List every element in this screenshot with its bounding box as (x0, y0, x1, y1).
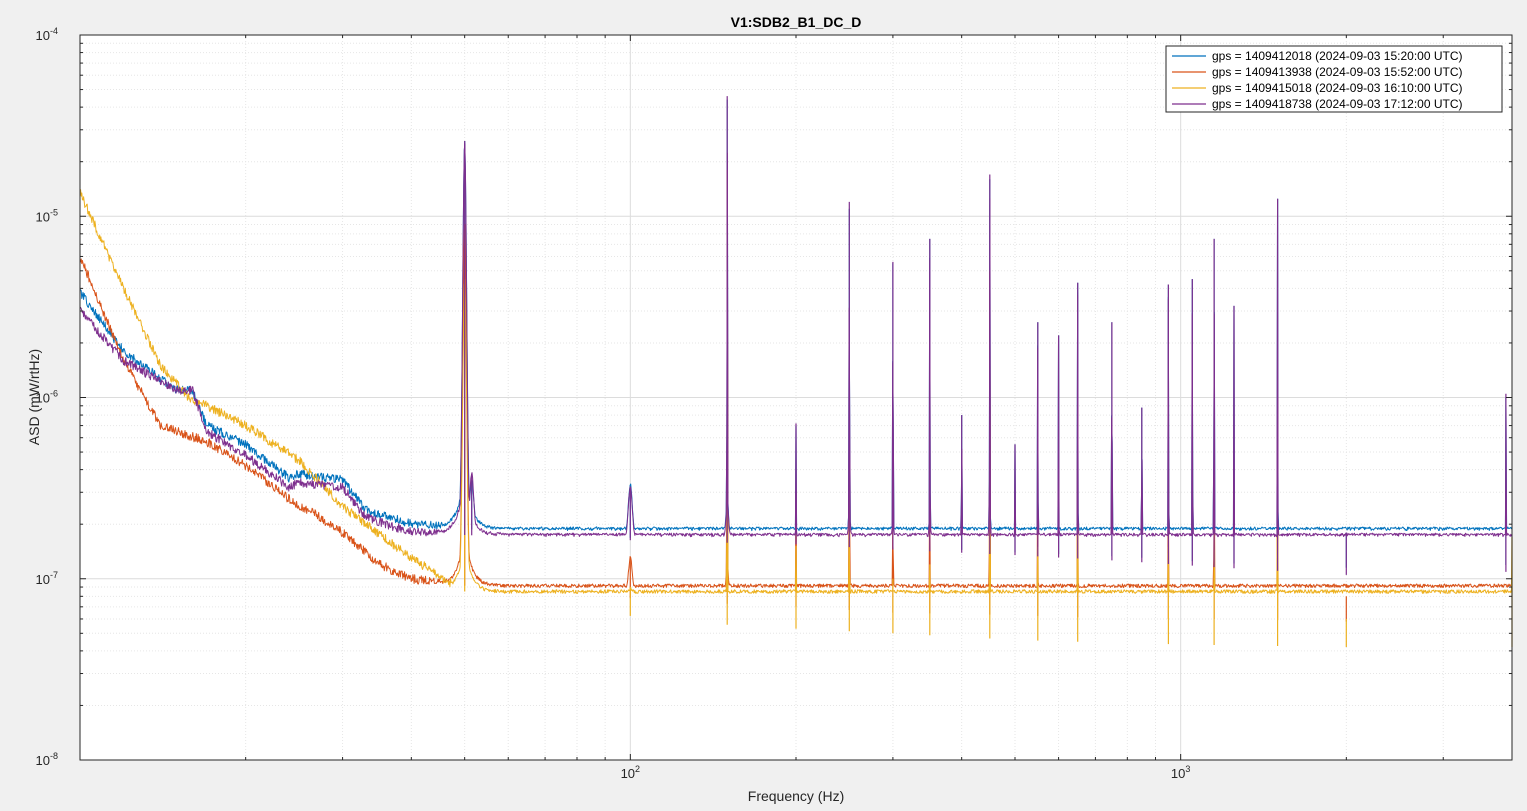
legend-entry-3: gps = 1409415018 (2024-09-03 16:10:00 UT… (1212, 81, 1463, 95)
legend-entry-1: gps = 1409412018 (2024-09-03 15:20:00 UT… (1212, 49, 1463, 63)
y-tick-exponent: -8 (50, 751, 58, 761)
y-tick-base: 10 (36, 753, 50, 768)
legend-box (1165, 45, 1503, 113)
y-tick-label: 10-7 (36, 570, 58, 587)
y-tick-base: 10 (36, 209, 50, 224)
y-tick-base: 10 (36, 28, 50, 43)
y-tick-exponent: -5 (50, 207, 58, 217)
y-tick-exponent: -4 (50, 26, 58, 36)
x-axis-label: Frequency (Hz) (748, 788, 844, 804)
legend-entry-4: gps = 1409418738 (2024-09-03 17:12:00 UT… (1212, 97, 1463, 111)
y-tick-base: 10 (36, 572, 50, 587)
y-tick-label: 10-6 (36, 389, 58, 406)
y-axis-label: ASD (mW/rtHz) (26, 349, 42, 445)
x-tick-exponent: 2 (635, 764, 640, 774)
x-tick-label: 102 (621, 764, 640, 781)
y-tick-exponent: -7 (50, 570, 58, 580)
legend: gps = 1409412018 (2024-09-03 15:20:00 UT… (1165, 45, 1503, 113)
y-tick-label: 10-8 (36, 751, 58, 768)
chart-title: V1:SDB2_B1_DC_D (731, 14, 862, 30)
x-tick-label: 103 (1171, 764, 1190, 781)
legend-entry-2: gps = 1409413938 (2024-09-03 15:52:00 UT… (1212, 65, 1463, 79)
y-tick-exponent: -6 (50, 389, 58, 399)
x-tick-base: 10 (1171, 766, 1185, 781)
x-tick-base: 10 (621, 766, 635, 781)
y-tick-base: 10 (36, 391, 50, 406)
x-tick-exponent: 3 (1185, 764, 1190, 774)
series-line-3 (79, 189, 1513, 594)
series-layer (79, 96, 1513, 647)
y-tick-label: 10-5 (36, 207, 58, 224)
y-tick-label: 10-4 (36, 26, 58, 43)
